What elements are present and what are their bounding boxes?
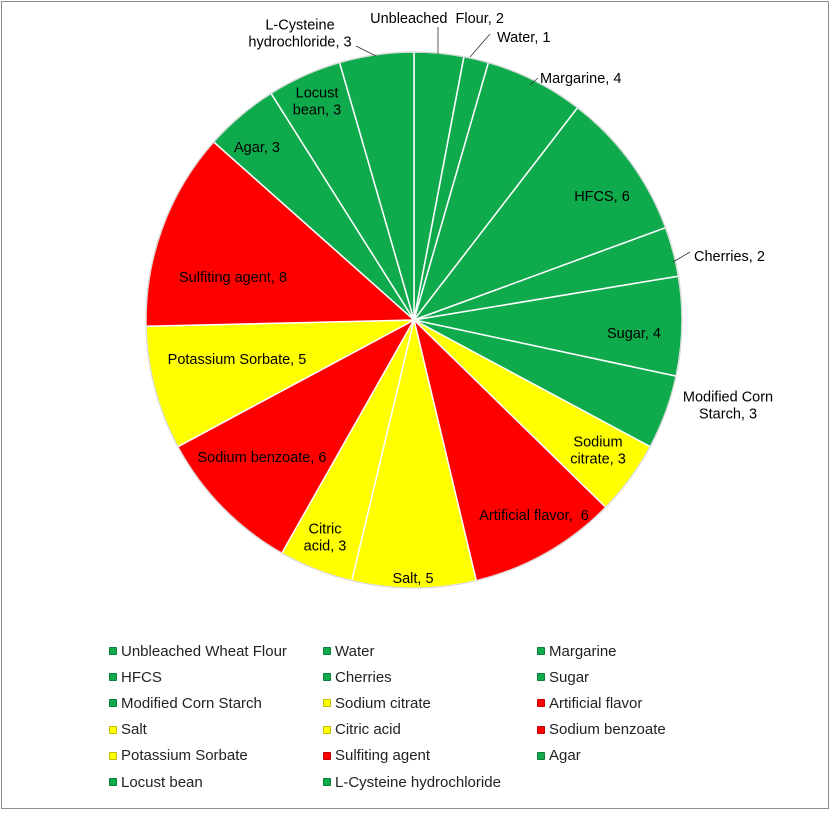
legend-swatch <box>537 647 545 655</box>
legend-item-sodium-benzoate: Sodium benzoate <box>537 720 666 740</box>
legend-swatch <box>109 673 117 682</box>
legend-item-water: Water <box>323 641 374 661</box>
legend-label: Citric acid <box>335 721 401 739</box>
legend-label: Cherries <box>335 668 392 686</box>
legend-label: Margarine <box>549 642 617 660</box>
legend-swatch <box>323 647 331 655</box>
legend-swatch <box>109 647 117 655</box>
legend-swatch <box>537 673 545 682</box>
legend-label: L-Cysteine hydrochloride <box>335 773 501 791</box>
data-label-sugar: Sugar, 4 <box>607 326 661 342</box>
data-label-artificial-flavor: Artificial flavor, 6 <box>479 508 589 524</box>
legend-label: Water <box>335 642 375 660</box>
legend-item-potassium-sorbate: Potassium Sorbate <box>109 746 248 766</box>
leader-line-margarine <box>529 77 539 86</box>
data-label-l-cysteine-hydrochloride: L-Cysteine hydrochloride, 3 <box>248 18 351 51</box>
legend-swatch <box>109 699 117 708</box>
legend-label: Unbleached Wheat Flour <box>121 642 287 660</box>
data-labels: Unbleached Flour, 2 Water, 1 Margarine, 4 H… <box>168 11 773 587</box>
slice-l-cysteine-hydrochloride <box>338 51 415 321</box>
slice-potassium-sorbate <box>145 319 415 448</box>
slice-hfcs <box>413 106 667 321</box>
data-label-hfcs: HFCS, 6 <box>574 189 630 205</box>
legend-label: Modified Corn Starch <box>121 694 262 712</box>
pie-rim <box>145 51 683 589</box>
leader-line-water <box>469 33 491 58</box>
slice-artificial-flavor <box>413 319 607 582</box>
legend-item-cherries: Cherries <box>323 667 392 687</box>
legend-swatch <box>323 778 331 786</box>
legend-swatch <box>323 673 331 682</box>
legend-item-sugar: Sugar <box>537 667 589 687</box>
slice-sodium-benzoate <box>177 319 415 554</box>
leader-line-cherries <box>672 251 691 263</box>
legend-label: Potassium Sorbate <box>121 747 248 765</box>
data-label-potassium-sorbate: Potassium Sorbate, 5 <box>168 352 307 368</box>
data-label-sodium-citrate: Sodium citrate, 3 <box>570 435 626 468</box>
leader-lines <box>355 27 691 263</box>
legend-label: Sodium citrate <box>335 694 431 712</box>
legend-label: Sulfiting agent <box>335 747 431 765</box>
legend-item-citric-acid: Citric acid <box>323 720 401 740</box>
data-label-unbleached-wheat-flour: Unbleached Flour, 2 <box>370 11 504 27</box>
legend-swatch <box>323 699 331 708</box>
legend-item-locust-bean: Locust bean <box>109 772 203 792</box>
slice-sulfiting-agent <box>145 141 415 328</box>
legend-item-sulfiting-agent: Sulfiting agent <box>323 746 430 766</box>
data-label-margarine: Margarine, 4 <box>540 71 621 87</box>
legend-label: HFCS <box>121 668 162 686</box>
legend-label: Agar <box>549 747 581 765</box>
legend-item-hfcs: HFCS <box>109 667 162 687</box>
legend-item-agar: Agar <box>537 746 581 766</box>
data-label-locust-bean: Locust bean, 3 <box>293 86 341 119</box>
legend-label: Salt <box>121 721 147 739</box>
data-label-modified-corn-starch: Modified Corn Starch, 3 <box>683 390 773 423</box>
data-label-salt: Salt, 5 <box>392 571 433 587</box>
pie-slices <box>145 51 683 589</box>
legend-swatch <box>323 725 331 734</box>
legend-swatch <box>537 751 545 760</box>
slice-salt <box>350 319 478 589</box>
data-label-citric-acid: Citric acid, 3 <box>304 522 347 555</box>
legend-item-margarine: Margarine <box>537 641 617 661</box>
data-label-cherries: Cherries, 2 <box>694 249 765 265</box>
legend-swatch <box>323 751 331 760</box>
legend-swatch <box>109 725 117 734</box>
legend-label: Artificial flavor <box>549 694 643 712</box>
legend-swatch <box>537 699 545 708</box>
data-label-water: Water, 1 <box>497 30 550 46</box>
legend-label: Sodium benzoate <box>549 721 666 739</box>
legend-item-salt: Salt <box>109 720 147 740</box>
legend-swatch <box>109 751 117 760</box>
legend-label: Locust bean <box>121 773 203 791</box>
legend-item-sodium-citrate: Sodium citrate <box>323 693 431 713</box>
data-label-agar: Agar, 3 <box>234 140 280 156</box>
legend-swatch <box>537 725 545 734</box>
legend-item-artificial-flavor: Artificial flavor <box>537 693 642 713</box>
leader-line-l-cysteine-hydrochloride <box>355 45 377 57</box>
legend-swatch <box>109 778 117 786</box>
legend-label: Sugar <box>549 668 590 686</box>
data-label-sodium-benzoate: Sodium benzoate, 6 <box>198 450 327 466</box>
legend-item-unbleached-wheat-flour: Unbleached Wheat Flour <box>109 641 287 661</box>
legend-item-l-cysteine-hydrochloride: L-Cysteine hydrochloride <box>323 772 501 792</box>
data-label-sulfiting-agent: Sulfiting agent, 8 <box>179 270 287 286</box>
legend-item-modified-corn-starch: Modified Corn Starch <box>109 693 262 713</box>
